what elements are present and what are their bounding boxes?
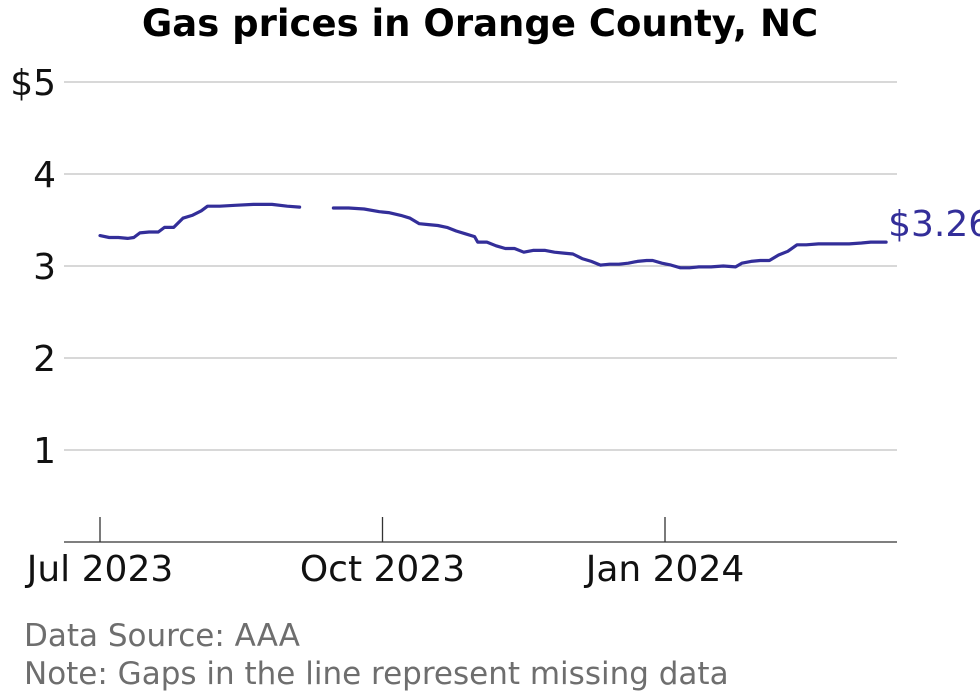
series-line-segment [331, 206, 888, 270]
grid-layer [64, 81, 897, 451]
chart-title: Gas prices in Orange County, NC [142, 2, 818, 45]
x-tick-label: Jul 2023 [25, 549, 174, 590]
y-axis: $5 4 3 2 1 [10, 63, 56, 472]
y-tick-label: 1 [33, 431, 56, 472]
x-tick-label: Jan 2024 [584, 549, 745, 590]
series-end-label: $3.26 [888, 204, 980, 245]
series-layer: $3.26 [98, 202, 980, 270]
y-tick-label: 4 [33, 155, 56, 196]
data-source-note: Data Source: AAA [24, 618, 300, 654]
y-tick-label: 2 [33, 339, 56, 380]
y-tick-label: 3 [33, 247, 56, 288]
gaps-note: Note: Gaps in the line represent missing… [24, 656, 729, 692]
series-line-segment [98, 202, 302, 240]
y-tick-label: $5 [10, 63, 56, 104]
x-tick-label: Oct 2023 [300, 549, 465, 590]
x-axis: Jul 2023 Oct 2023 Jan 2024 [25, 517, 745, 590]
